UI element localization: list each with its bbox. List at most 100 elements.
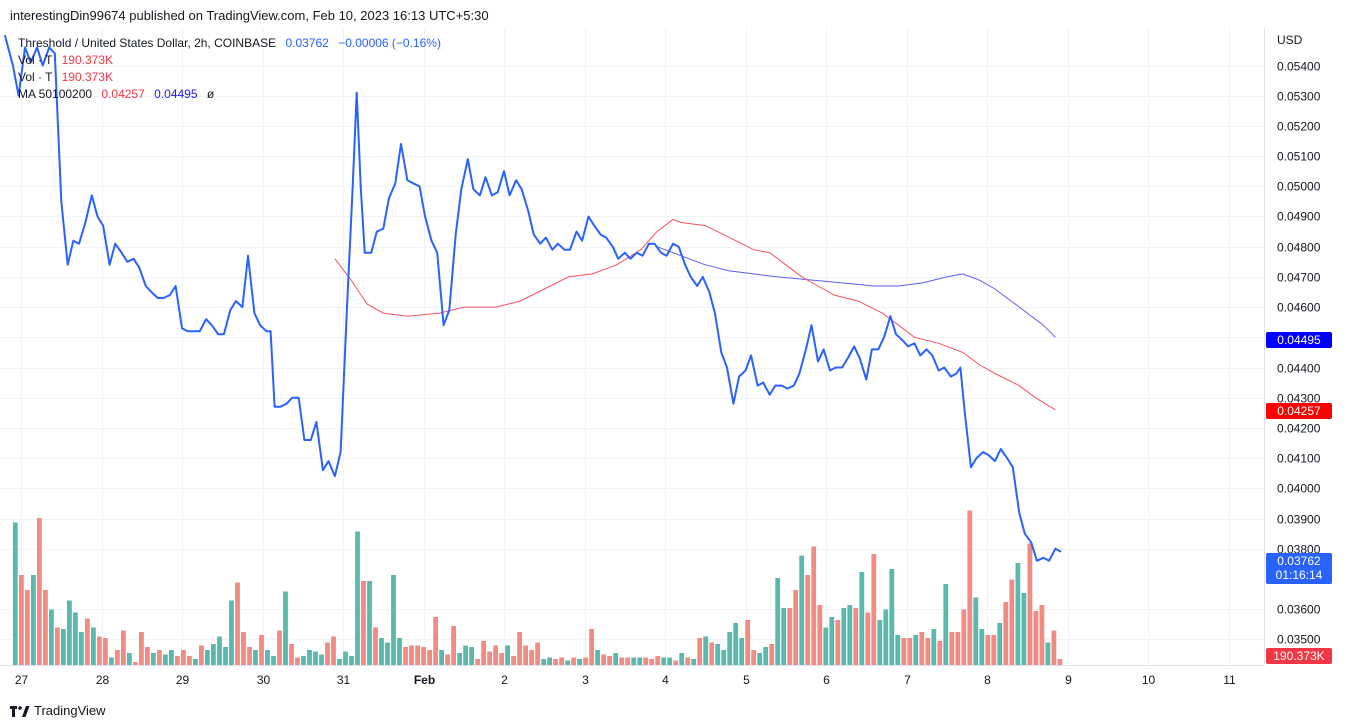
volume-bar bbox=[211, 644, 216, 665]
volume-bar bbox=[673, 660, 679, 665]
volume-bar bbox=[523, 645, 528, 665]
x-tick-label: 5 bbox=[743, 673, 750, 687]
volume-bar bbox=[547, 657, 552, 665]
volume-bar bbox=[1051, 630, 1057, 665]
volume-bar bbox=[187, 656, 192, 665]
x-axis-ticks: 27 28 29 30 31 Feb 2 3 4 5 6 7 8 9 10 11 bbox=[15, 673, 1236, 687]
volume-bar bbox=[997, 623, 1003, 665]
volume-bar bbox=[235, 582, 240, 665]
volume-bar bbox=[12, 522, 18, 665]
volume-bar bbox=[583, 657, 588, 665]
x-tick-label: 11 bbox=[1223, 673, 1236, 687]
volume-bar bbox=[961, 609, 967, 665]
volume-bar bbox=[193, 659, 198, 665]
volume-legend-2[interactable]: Vol · T 190.373K bbox=[18, 70, 113, 84]
volume-bar bbox=[895, 635, 901, 665]
volume-bar bbox=[181, 650, 186, 665]
y-tick-label: 0.04000 bbox=[1277, 482, 1321, 496]
volume-bar bbox=[475, 659, 480, 665]
footer-brand[interactable]: TradingView bbox=[10, 703, 106, 718]
volume-bar bbox=[91, 627, 96, 665]
bar-countdown: 01:16:14 bbox=[1275, 568, 1323, 582]
y-tick-label: 0.03900 bbox=[1277, 513, 1321, 527]
volume-bar bbox=[943, 584, 949, 665]
volume-bar bbox=[415, 645, 420, 665]
volume-bar bbox=[391, 575, 396, 665]
volume-bar bbox=[319, 654, 324, 665]
volume-bar bbox=[265, 650, 270, 665]
volume-bar bbox=[865, 612, 871, 665]
volume-bar bbox=[61, 629, 66, 665]
volume-bar bbox=[67, 600, 72, 665]
volume-bar bbox=[433, 617, 438, 665]
x-tick-label: 10 bbox=[1142, 673, 1156, 687]
volume-bar bbox=[373, 627, 378, 665]
volume-value: 190.373K bbox=[61, 53, 113, 67]
volume-bar bbox=[1033, 611, 1039, 665]
volume-bar bbox=[283, 591, 288, 665]
volume-bar bbox=[901, 638, 907, 665]
volume-bar bbox=[37, 518, 42, 665]
volume-bar bbox=[337, 659, 342, 665]
brand-name: TradingView bbox=[34, 703, 106, 718]
ma-legend[interactable]: MA 50100200 0.04257 0.04495 ø bbox=[18, 87, 214, 101]
volume-bars bbox=[12, 510, 1063, 665]
volume-legend-1[interactable]: Vol · T 190.373K bbox=[18, 53, 113, 67]
volume-bar bbox=[913, 635, 919, 665]
currency-label[interactable]: USD bbox=[1277, 33, 1303, 47]
volume-bar bbox=[163, 654, 168, 665]
volume-bar bbox=[457, 653, 462, 665]
volume-bar bbox=[535, 642, 540, 665]
volume-bar bbox=[325, 642, 330, 665]
volume-bar bbox=[349, 656, 354, 665]
volume-bar bbox=[667, 657, 673, 665]
x-tick-label: 6 bbox=[823, 673, 830, 687]
volume-bar bbox=[775, 578, 781, 665]
volume-bar bbox=[649, 659, 655, 665]
volume-bar bbox=[751, 650, 757, 665]
volume-bar bbox=[577, 659, 582, 665]
volume-bar bbox=[979, 629, 985, 665]
volume-bar bbox=[709, 642, 715, 665]
volume-bar bbox=[499, 653, 504, 665]
y-tick-label: 0.05200 bbox=[1277, 120, 1321, 134]
volume-bar bbox=[343, 651, 348, 665]
volume-bar bbox=[97, 636, 102, 665]
symbol-legend[interactable]: Threshold / United States Dollar, 2h, CO… bbox=[18, 36, 441, 50]
volume-bar bbox=[367, 581, 372, 665]
x-tick-label: 8 bbox=[984, 673, 991, 687]
y-tick-label: 0.04100 bbox=[1277, 452, 1321, 466]
volume-bar bbox=[613, 653, 619, 665]
volume-bar bbox=[601, 654, 606, 665]
volume-bar bbox=[169, 650, 174, 665]
volume-bar bbox=[1039, 605, 1045, 665]
volume-bar bbox=[43, 590, 48, 665]
volume-bar bbox=[385, 642, 390, 665]
volume-bar bbox=[1027, 543, 1033, 665]
volume-bar bbox=[205, 650, 210, 665]
volume-bar bbox=[145, 647, 150, 665]
ma-hidden-icon[interactable]: ø bbox=[206, 87, 215, 101]
volume-bar bbox=[1009, 579, 1015, 665]
volume-bar bbox=[715, 644, 721, 665]
ma100-line bbox=[656, 246, 1056, 338]
volume-bar bbox=[19, 575, 24, 665]
volume-bar bbox=[271, 656, 276, 665]
volume-bar bbox=[439, 650, 444, 665]
volume-bar bbox=[811, 546, 817, 665]
volume-bar bbox=[661, 657, 667, 665]
volume-bar bbox=[307, 650, 312, 665]
y-tick-label: 0.05000 bbox=[1277, 180, 1321, 194]
volume-bar bbox=[331, 636, 336, 665]
y-tick-label: 0.03600 bbox=[1277, 603, 1321, 617]
volume-bar bbox=[379, 638, 384, 665]
volume-bar bbox=[967, 510, 973, 665]
volume-bar bbox=[511, 656, 516, 665]
volume-bar bbox=[223, 647, 228, 665]
volume-bar bbox=[571, 657, 576, 665]
volume-bar bbox=[859, 572, 865, 665]
volume-bar bbox=[739, 638, 745, 665]
volume-bar bbox=[85, 618, 90, 665]
y-tick-label: 0.04600 bbox=[1277, 301, 1321, 315]
